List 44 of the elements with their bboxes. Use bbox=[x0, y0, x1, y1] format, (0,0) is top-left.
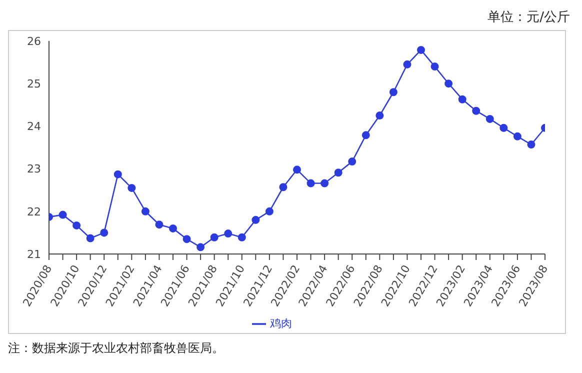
point bbox=[265, 207, 274, 216]
point bbox=[486, 114, 494, 123]
text: 注：数据来源于农业农村部畜牧兽医局。 bbox=[8, 340, 225, 357]
point bbox=[72, 221, 81, 230]
point bbox=[403, 60, 412, 68]
chart-subtitle: 单位：元/公斤 bbox=[486, 9, 571, 27]
point bbox=[348, 158, 356, 166]
point bbox=[114, 170, 122, 178]
y-tick-label: 25 bbox=[27, 78, 41, 91]
point bbox=[376, 112, 384, 120]
y-tick-label: 22 bbox=[27, 205, 41, 218]
point bbox=[224, 230, 232, 238]
point bbox=[58, 210, 67, 219]
point bbox=[513, 132, 522, 140]
point bbox=[86, 234, 94, 242]
point bbox=[458, 95, 466, 104]
point bbox=[472, 106, 480, 115]
point bbox=[430, 62, 439, 71]
point bbox=[500, 124, 508, 132]
y-tick-label: 26 bbox=[27, 34, 41, 48]
y-tick-label: 21 bbox=[27, 248, 41, 261]
point bbox=[417, 46, 425, 54]
legend-label: 鸡肉 bbox=[270, 317, 292, 330]
point bbox=[182, 235, 191, 244]
point bbox=[155, 220, 164, 229]
y-tick-label: 23 bbox=[27, 162, 41, 176]
point bbox=[100, 228, 108, 237]
y-tick-label: 24 bbox=[27, 120, 41, 134]
point bbox=[169, 224, 177, 232]
point bbox=[306, 179, 315, 188]
point bbox=[128, 184, 136, 192]
point bbox=[252, 216, 260, 224]
point bbox=[334, 168, 342, 177]
point bbox=[238, 233, 246, 242]
point bbox=[279, 183, 288, 192]
point bbox=[362, 131, 370, 140]
point bbox=[527, 140, 536, 149]
point bbox=[196, 243, 205, 252]
point bbox=[320, 179, 329, 188]
point bbox=[293, 166, 301, 174]
point bbox=[444, 80, 453, 88]
point bbox=[389, 88, 398, 96]
point bbox=[210, 233, 218, 242]
point bbox=[141, 207, 150, 216]
